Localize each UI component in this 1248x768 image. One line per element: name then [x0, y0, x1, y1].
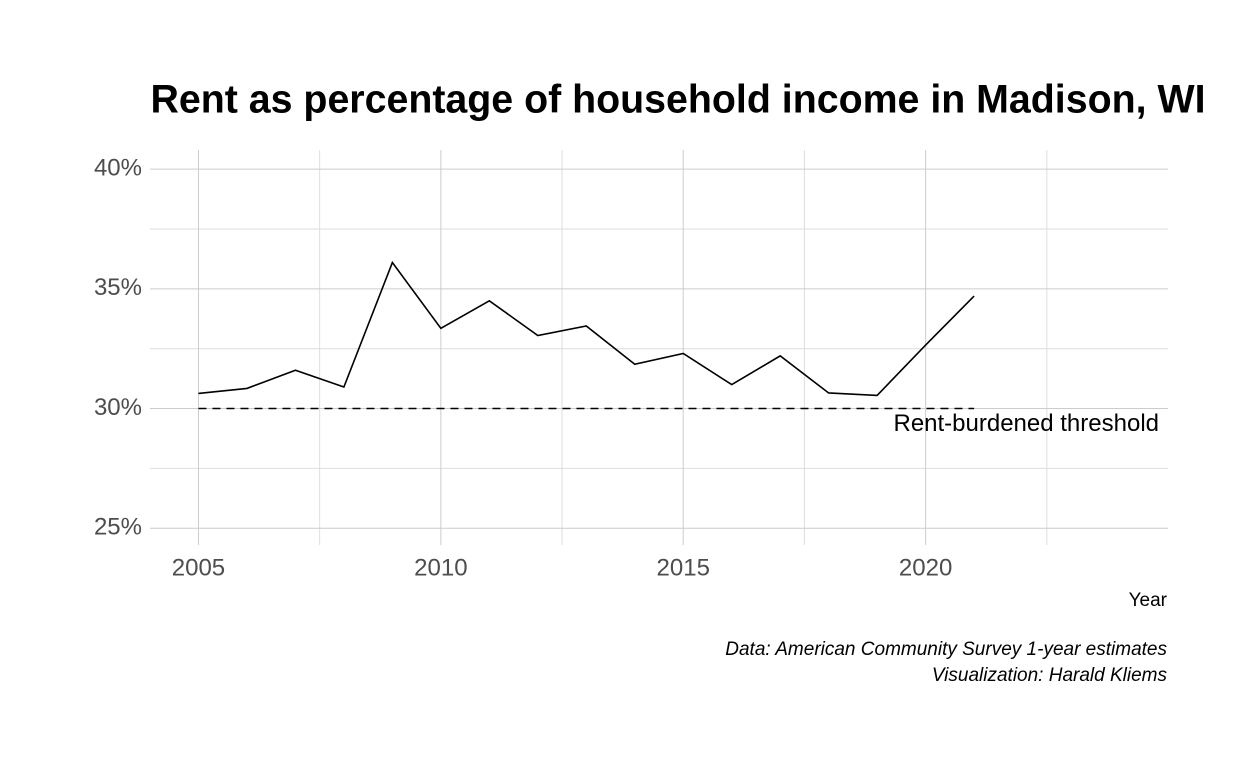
x-tick-label: 2020: [899, 554, 952, 581]
y-tick-label: 35%: [94, 274, 142, 301]
chart-title: Rent as percentage of household income i…: [151, 78, 1206, 122]
y-tick-label: 25%: [94, 514, 142, 541]
caption: Visualization: Harald Kliems: [932, 665, 1168, 686]
threshold-label: Rent-burdened threshold: [893, 410, 1159, 437]
x-tick-label: 2015: [657, 554, 710, 581]
y-tick-label: 40%: [94, 154, 142, 181]
caption: Data: American Community Survey 1-year e…: [725, 639, 1167, 660]
x-tick-label: 2005: [172, 554, 225, 581]
data-line: [198, 260, 975, 397]
x-tick-label: 2010: [414, 554, 467, 581]
x-axis-label: Year: [1129, 590, 1168, 611]
y-tick-label: 30%: [94, 394, 142, 421]
